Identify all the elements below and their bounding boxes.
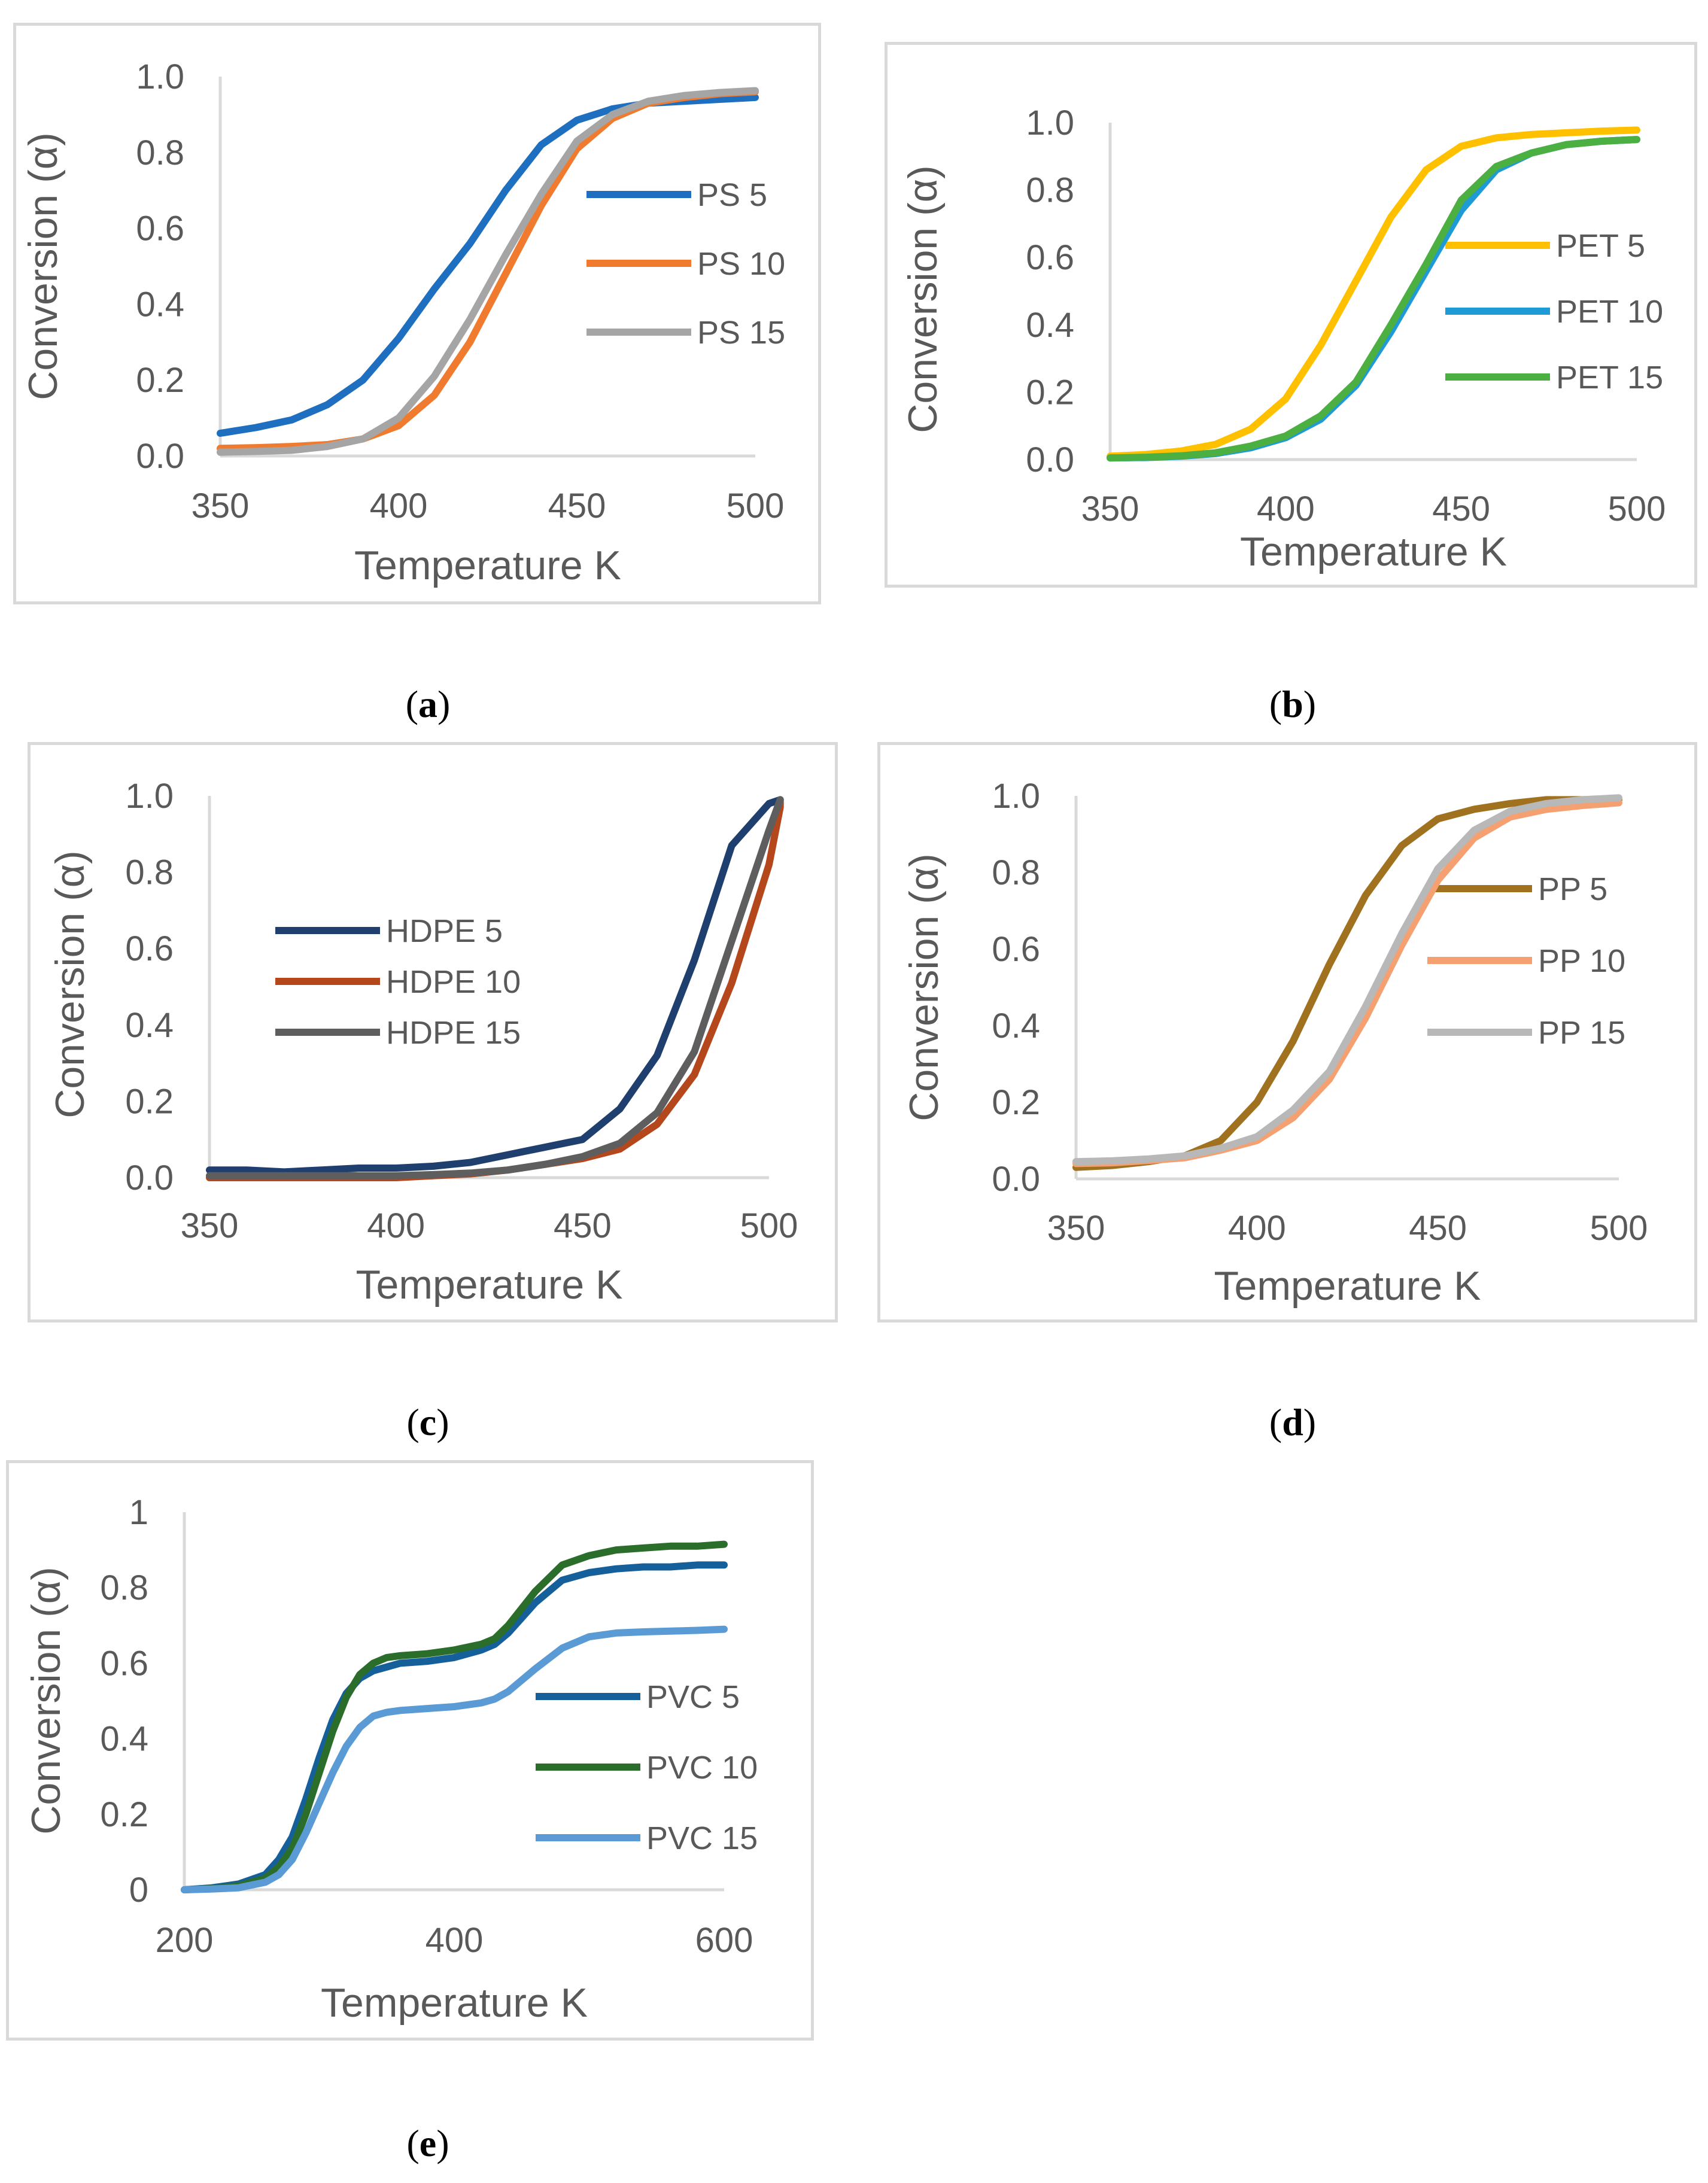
chart-d-y-tick-label: 0.6: [992, 930, 1040, 969]
chart-b-y-tick-label: 0.4: [1026, 306, 1074, 345]
chart-c-y-tick-label: 0.8: [125, 853, 174, 892]
caption-c: (c): [406, 1401, 449, 1443]
chart-c-y-tick-label: 1.0: [125, 777, 174, 816]
chart-a-y-tick-label: 0.8: [136, 133, 184, 172]
chart-e-x-tick-label: 400: [426, 1921, 484, 1960]
chart-e-y-tick-label: 0: [129, 1871, 148, 1910]
panel-e-frame: [6, 1460, 814, 2041]
chart-c-y-tick-label: 0.2: [125, 1082, 174, 1121]
chart-b-y-tick-label: 0.2: [1026, 373, 1074, 412]
chart-d-legend-label-2: PP 15: [1538, 1015, 1625, 1051]
chart-c-legend-label-1: HDPE 10: [386, 964, 521, 1000]
chart-d-x-tick-label: 450: [1409, 1209, 1467, 1248]
chart-e-y-tick-label: 0.8: [100, 1568, 148, 1607]
chart-b-x-tick-label: 450: [1432, 489, 1490, 528]
chart-c-x-tick-label: 500: [740, 1206, 798, 1245]
chart-a-y-tick-label: 0.2: [136, 361, 184, 400]
chart-c-x-tick-label: 450: [554, 1206, 612, 1245]
chart-a-x-tick-label: 400: [370, 487, 428, 525]
chart-c-x-tick-label: 350: [181, 1206, 239, 1245]
caption-e-letter: e: [419, 2122, 437, 2164]
caption-d: (d): [1269, 1401, 1317, 1443]
chart-c-legend-label-0: HDPE 5: [386, 913, 503, 949]
chart-d-y-tick-label: 0.8: [992, 853, 1040, 892]
caption-e: (e): [406, 2122, 449, 2164]
chart-b-legend-label-2: PET 15: [1556, 360, 1663, 396]
chart-d-y-tick-label: 0.0: [992, 1160, 1040, 1199]
chart-b-legend-label-1: PET 10: [1556, 294, 1663, 330]
chart-c-y-tick-label: 0.6: [125, 929, 174, 968]
chart-d-x-axis-title: Temperature K: [1214, 1263, 1481, 1309]
chart-a-y-axis-title: Conversion (α): [20, 132, 66, 400]
chart-d-y-tick-label: 0.2: [992, 1083, 1040, 1122]
chart-d-y-tick-label: 1.0: [992, 777, 1040, 816]
chart-e-y-tick-label: 0.6: [100, 1644, 148, 1683]
chart-a-x-tick-label: 350: [192, 487, 250, 525]
chart-c-x-tick-label: 400: [367, 1206, 425, 1245]
chart-b-legend-label-0: PET 5: [1556, 228, 1645, 264]
chart-d-x-tick-label: 500: [1590, 1209, 1648, 1248]
chart-a-y-tick-label: 0.4: [136, 285, 184, 324]
chart-c-legend-label-2: HDPE 15: [386, 1015, 521, 1051]
chart-a-y-tick-label: 0.0: [136, 437, 184, 476]
chart-c-series-line-0: [206, 796, 784, 1176]
chart-e-legend-label-0: PVC 5: [646, 1679, 740, 1715]
chart-b-x-tick-label: 500: [1608, 489, 1666, 528]
chart-e-x-tick-label: 200: [156, 1921, 214, 1960]
chart-e-x-axis-title: Temperature K: [321, 1980, 588, 2026]
chart-d-y-tick-label: 0.4: [992, 1007, 1040, 1045]
chart-d-legend-label-1: PP 10: [1538, 943, 1625, 979]
chart-a-legend-label-0: PS 5: [697, 177, 767, 213]
chart-c-y-axis-title: Conversion (α): [47, 850, 93, 1118]
chart-e-y-tick-label: 0.4: [100, 1720, 148, 1759]
chart-e-series-line-0: [181, 1561, 728, 1893]
chart-a-x-axis-title: Temperature K: [354, 543, 621, 588]
chart-b-y-tick-label: 0.6: [1026, 238, 1074, 277]
caption-b: (b): [1269, 683, 1317, 725]
chart-a-y-tick-label: 0.6: [136, 209, 184, 248]
chart-e-series-line-1: [181, 1540, 728, 1893]
caption-b-letter: b: [1282, 683, 1303, 725]
chart-e-y-tick-label: 1: [129, 1493, 148, 1532]
chart-c-y-tick-label: 0.4: [125, 1006, 174, 1045]
chart-b-y-tick-label: 0.8: [1026, 171, 1074, 210]
chart-a-x-tick-label: 450: [548, 487, 606, 525]
chart-c-series-line-2: [206, 796, 784, 1179]
chart-e-legend-label-2: PVC 15: [646, 1820, 758, 1856]
chart-d-x-tick-label: 400: [1228, 1209, 1286, 1248]
caption-c-letter: c: [419, 1401, 437, 1443]
chart-a-x-tick-label: 500: [727, 487, 785, 525]
chart-d-series-line-2: [1072, 794, 1622, 1166]
chart-b-y-axis-title: Conversion (α): [900, 165, 946, 433]
chart-c-x-axis-title: Temperature K: [356, 1262, 623, 1308]
chart-e-y-tick-label: 0.2: [100, 1795, 148, 1834]
chart-b-x-tick-label: 400: [1257, 489, 1315, 528]
chart-b-y-tick-label: 1.0: [1026, 104, 1074, 142]
chart-c-y-tick-label: 0.0: [125, 1159, 174, 1197]
caption-d-letter: d: [1282, 1401, 1303, 1443]
chart-a-series-line-2: [217, 87, 759, 456]
chart-d-legend-label-0: PP 5: [1538, 871, 1607, 907]
chart-b-series-line-0: [1107, 126, 1640, 460]
chart-e-series-line-2: [181, 1625, 728, 1893]
chart-b-y-tick-label: 0.0: [1026, 440, 1074, 479]
chart-e-x-tick-label: 600: [695, 1921, 753, 1960]
chart-b-x-tick-label: 350: [1081, 489, 1139, 528]
chart-a-y-tick-label: 1.0: [136, 57, 184, 96]
panel-d-frame: [877, 742, 1697, 1322]
chart-a-legend-label-1: PS 10: [697, 246, 785, 282]
chart-d-series-line-0: [1072, 796, 1622, 1171]
chart-e-legend-label-1: PVC 10: [646, 1750, 758, 1786]
chart-d-series-line-1: [1072, 799, 1622, 1167]
chart-b-x-axis-title: Temperature K: [1240, 529, 1507, 574]
chart-a-legend-label-2: PS 15: [697, 315, 785, 351]
chart-d-x-tick-label: 350: [1047, 1209, 1105, 1248]
chart-d-y-axis-title: Conversion (α): [901, 853, 947, 1121]
chart-e-y-axis-title: Conversion (α): [23, 1567, 69, 1834]
chart-a-series-line-1: [217, 88, 759, 452]
chart-b-series-line-2: [1107, 136, 1640, 462]
caption-a: (a): [405, 683, 451, 725]
caption-a-letter: a: [418, 683, 437, 725]
